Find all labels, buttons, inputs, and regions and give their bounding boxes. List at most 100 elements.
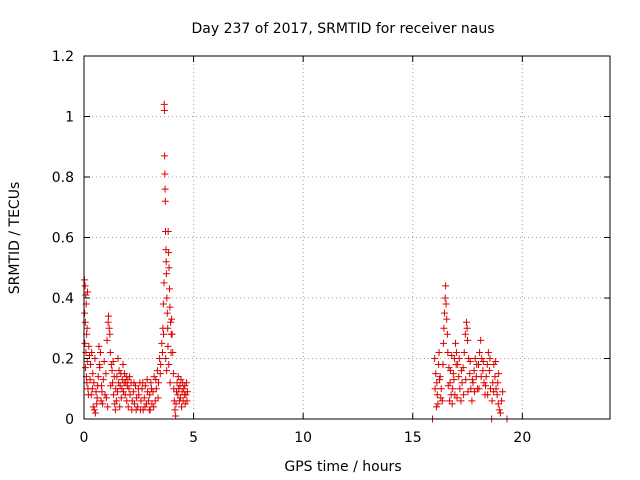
data-point (167, 318, 175, 326)
data-point (444, 382, 452, 390)
data-point (471, 388, 479, 396)
data-point (126, 391, 134, 399)
chart-title: Day 237 of 2017, SRMTID for receiver nau… (191, 21, 494, 37)
data-point (491, 373, 499, 381)
data-point (439, 361, 447, 369)
data-point (99, 400, 107, 408)
data-point (468, 397, 476, 405)
data-point (183, 397, 191, 405)
data-point (88, 385, 96, 393)
data-point (455, 355, 463, 362)
data-point (132, 382, 140, 390)
data-point (124, 376, 132, 384)
data-point (438, 397, 446, 405)
data-point (475, 361, 482, 369)
data-point (83, 379, 91, 387)
data-point (141, 403, 149, 411)
data-point (161, 185, 169, 193)
data-point (458, 379, 466, 387)
data-point (471, 355, 479, 362)
data-point (166, 303, 174, 311)
data-point (451, 339, 459, 347)
data-point (108, 379, 116, 387)
data-point (498, 397, 506, 405)
data-point (443, 315, 451, 323)
data-point (100, 358, 108, 366)
data-point (436, 373, 444, 381)
data-point (476, 348, 484, 356)
data-point (442, 300, 450, 308)
data-point (125, 385, 133, 393)
data-point (153, 367, 161, 375)
data-point (432, 370, 440, 378)
data-point (164, 227, 172, 235)
data-point (98, 388, 106, 396)
data-point (106, 348, 114, 356)
data-point (152, 376, 160, 384)
data-point (106, 330, 114, 338)
data-point (460, 391, 468, 399)
data-point (466, 358, 474, 366)
data-point (178, 403, 186, 411)
data-point (162, 258, 170, 266)
data-point (160, 100, 168, 108)
data-point (94, 373, 102, 381)
data-point (163, 309, 171, 317)
data-point (457, 367, 465, 375)
data-point (81, 339, 89, 347)
data-point (445, 364, 453, 372)
data-point (465, 355, 473, 362)
data-point (87, 361, 95, 369)
data-point (111, 400, 119, 408)
data-point (108, 367, 116, 375)
data-point (165, 249, 173, 257)
data-point (432, 403, 440, 411)
data-point (154, 394, 162, 402)
data-point (461, 330, 469, 338)
data-point (478, 355, 486, 362)
data-point (431, 355, 439, 362)
data-point (475, 385, 483, 393)
data-point (93, 400, 101, 408)
data-point (166, 379, 174, 387)
data-point (496, 409, 504, 417)
data-point (462, 318, 470, 326)
data-point (85, 342, 93, 350)
data-point (119, 361, 127, 369)
data-point (468, 376, 476, 384)
data-point (449, 385, 457, 393)
data-point (159, 300, 167, 308)
y-tick-label: 0.6 (52, 231, 74, 247)
data-point (145, 397, 153, 405)
data-point (134, 403, 142, 411)
data-point (165, 361, 173, 369)
data-point (446, 367, 454, 375)
data-point (88, 348, 96, 356)
data-point (183, 379, 191, 387)
data-point (96, 348, 104, 356)
data-points (80, 100, 511, 423)
data-point (440, 324, 448, 332)
data-point (457, 397, 465, 405)
data-point (103, 336, 111, 344)
data-point (115, 367, 123, 375)
data-point (485, 367, 493, 375)
data-point (492, 358, 500, 366)
data-point (114, 388, 122, 396)
y-axis-label: SRMTID / TECUs (7, 182, 23, 295)
data-point (119, 388, 127, 396)
data-point (490, 361, 498, 369)
data-point (439, 339, 447, 347)
data-point (146, 406, 154, 414)
data-point (148, 400, 156, 408)
data-point (150, 403, 158, 411)
data-point (105, 312, 113, 320)
data-point (158, 348, 166, 356)
data-point (453, 394, 461, 402)
tick-labels: 0 5 10 15 20 0 0.2 0.4 0.6 0.8 1 1.2 (52, 49, 532, 446)
data-point (83, 324, 91, 332)
data-point (169, 370, 177, 378)
y-tick-label: 1.2 (52, 49, 74, 65)
data-point (453, 348, 461, 356)
data-point (484, 391, 492, 399)
